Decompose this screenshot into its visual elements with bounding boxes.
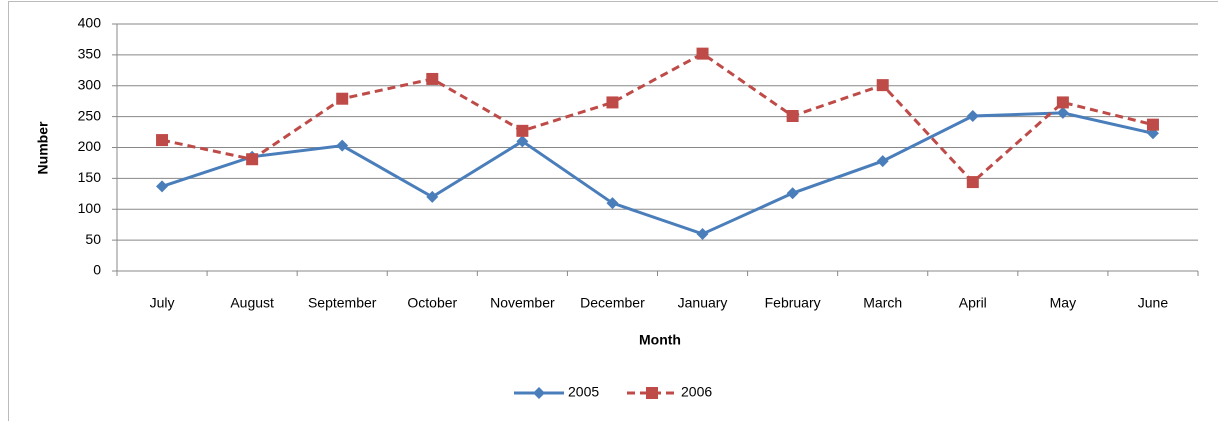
point-marker — [966, 110, 979, 123]
point-marker — [156, 180, 169, 193]
y-tick-label: 0 — [93, 262, 101, 278]
x-tick-label: October — [407, 295, 457, 311]
y-tick-label: 100 — [78, 200, 102, 216]
series-line — [161, 111, 1154, 236]
point-marker — [336, 92, 349, 105]
point-marker — [696, 227, 709, 240]
point-marker — [426, 190, 439, 203]
legend-marker — [646, 387, 658, 399]
legend-marker — [533, 387, 545, 399]
point-marker — [1146, 118, 1159, 131]
point-marker — [966, 176, 979, 189]
y-tick-label: 50 — [85, 231, 101, 247]
point-marker — [426, 72, 439, 85]
x-tick-label: April — [959, 295, 987, 311]
x-axis-title: Month — [639, 332, 681, 348]
point-marker — [786, 187, 799, 200]
x-tick-label: January — [678, 295, 728, 311]
point-marker — [606, 197, 619, 210]
point-marker — [876, 79, 889, 92]
point-marker — [786, 110, 799, 123]
point-marker — [1056, 96, 1069, 109]
point-marker — [156, 134, 169, 147]
x-tick-label: February — [765, 295, 821, 311]
x-tick-label: June — [1138, 295, 1169, 311]
point-marker — [1056, 106, 1069, 119]
y-tick-label: 350 — [78, 46, 102, 62]
point-marker — [876, 155, 889, 168]
chart-frame — [8, 1, 1218, 421]
x-tick-label: July — [150, 295, 175, 311]
point-marker — [336, 139, 349, 152]
y-tick-label: 250 — [78, 107, 102, 123]
legend-label: 2005 — [568, 384, 599, 400]
point-marker — [606, 96, 619, 109]
point-marker — [516, 135, 529, 148]
x-tick-label: December — [580, 295, 645, 311]
x-tick-label: May — [1050, 295, 1076, 311]
y-tick-label: 300 — [78, 76, 102, 92]
point-marker — [246, 153, 259, 166]
x-tick-label: November — [490, 295, 555, 311]
y-tick-label: 400 — [78, 15, 102, 31]
x-tick-label: March — [863, 295, 902, 311]
point-marker — [516, 124, 529, 137]
x-tick-label: August — [230, 295, 274, 311]
series-line — [161, 51, 1154, 185]
x-tick-label: September — [308, 295, 377, 311]
y-tick-label: 200 — [78, 138, 102, 154]
legend-label: 2006 — [681, 384, 712, 400]
point-marker — [696, 47, 709, 60]
y-tick-label: 150 — [78, 169, 102, 185]
y-axis-title: Number — [35, 121, 51, 174]
